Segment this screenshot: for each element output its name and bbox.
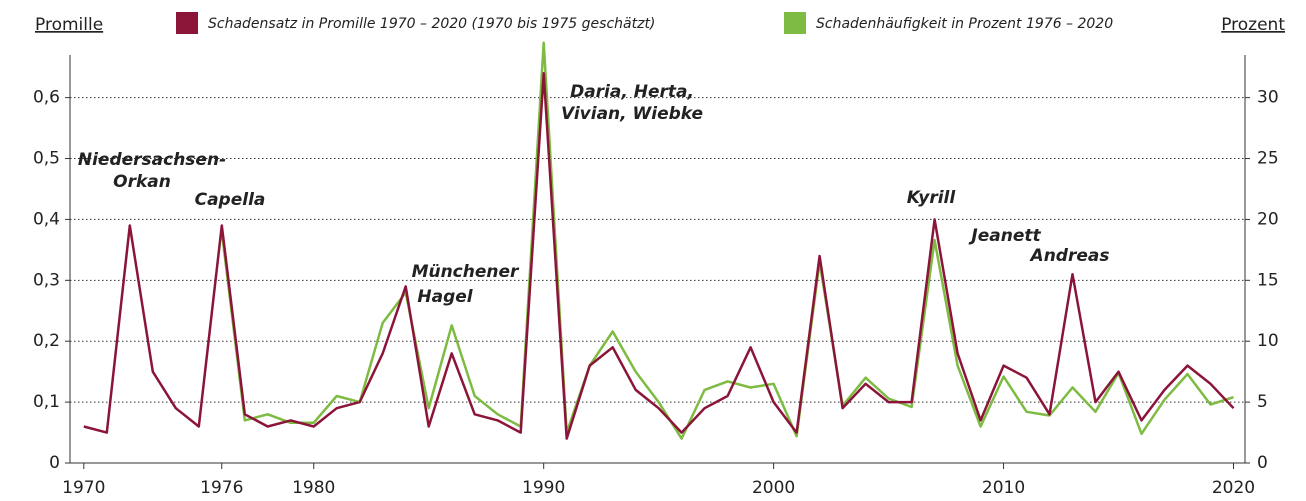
y2-axis-label: Prozent (1221, 15, 1285, 35)
y2-tick-label: 15 (1257, 270, 1279, 290)
y-axis-label: Promille (35, 15, 103, 35)
x-tick-label: 1976 (200, 478, 243, 498)
legend-swatch (176, 12, 198, 34)
y2-tick-label: 0 (1257, 453, 1268, 473)
annotation: Vivian, Wiebke (561, 104, 703, 124)
y2-tick-label: 30 (1257, 88, 1279, 108)
series-line (83, 72, 1235, 440)
annotation: Orkan (113, 172, 171, 192)
y-tick-label: 0,2 (33, 331, 60, 351)
annotation: Daria, Herta, (570, 82, 694, 102)
y-tick-label: 0,5 (33, 149, 60, 169)
y-tick-label: 0 (49, 453, 60, 473)
x-tick-label: 1970 (62, 478, 105, 498)
annotation: Niedersachsen- (78, 150, 226, 170)
x-tick-label: 2010 (982, 478, 1025, 498)
y-tick-label: 0,6 (33, 88, 60, 108)
legend-label: Schadenhäufigkeit in Prozent 1976 – 2020 (816, 16, 1113, 32)
annotation: Andreas (1029, 246, 1110, 266)
y-tick-label: 0,1 (33, 392, 60, 412)
x-tick-label: 1980 (292, 478, 335, 498)
annotation: Hagel (417, 287, 473, 307)
y2-tick-label: 5 (1257, 392, 1268, 412)
y2-tick-label: 25 (1257, 149, 1279, 169)
x-tick-label: 1990 (522, 478, 565, 498)
x-tick-label: 2020 (1212, 478, 1255, 498)
annotation: Kyrill (907, 188, 957, 208)
legend-label: Schadensatz in Promille 1970 – 2020 (197… (208, 16, 655, 32)
y-tick-label: 0,4 (33, 209, 60, 229)
legend-swatch (784, 12, 806, 34)
annotation: Jeanett (968, 226, 1041, 246)
x-tick-label: 2000 (752, 478, 795, 498)
series-line (220, 41, 1234, 440)
annotation: Münchener (412, 262, 520, 282)
y-tick-label: 0,3 (33, 270, 60, 290)
annotation: Capella (195, 190, 266, 210)
y2-tick-label: 10 (1257, 331, 1279, 351)
y2-tick-label: 20 (1257, 209, 1279, 229)
